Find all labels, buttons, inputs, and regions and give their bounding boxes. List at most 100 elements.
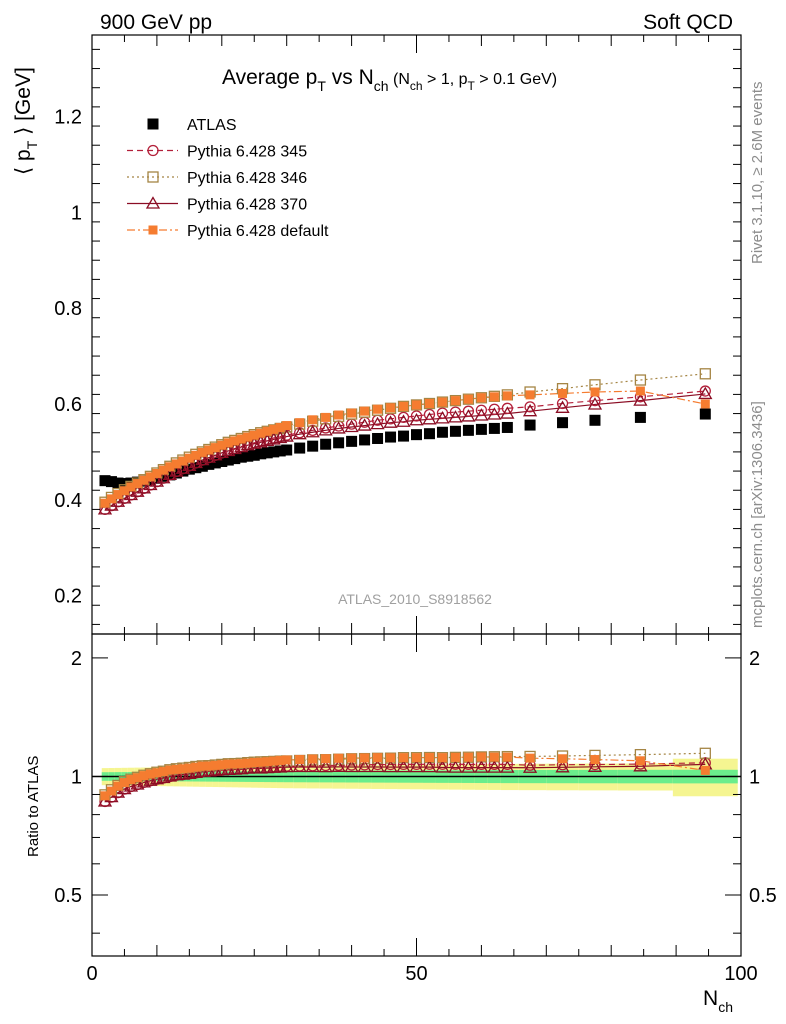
ratio-data-point [262, 757, 272, 767]
mc-data-point [113, 490, 123, 500]
ratio-data-point [386, 753, 396, 763]
mc-data-point [236, 434, 246, 444]
atlas-data-point [99, 475, 111, 487]
plot-title: Average pT vs Nch (Nch > 1, pT > 0.1 GeV… [222, 66, 557, 94]
atlas-data-point [423, 428, 435, 440]
ratio-frame [91, 633, 742, 957]
ratio-data-point [217, 760, 227, 770]
mc-data-point [223, 438, 233, 448]
atlas-data-point [196, 460, 208, 472]
mc-data-point [256, 428, 266, 438]
mc-data-point [100, 498, 110, 508]
mc-data-point [279, 429, 294, 442]
mc-data-point [357, 418, 372, 431]
ratio-data-point [269, 756, 279, 766]
ratio-x-axis: 0 50 100 [86, 634, 758, 985]
atlas-data-point [501, 421, 513, 433]
mc-data-point [370, 416, 385, 430]
mc-data-point [152, 468, 162, 478]
ratio-data-point [399, 753, 409, 763]
mc-data-point [145, 472, 155, 482]
mc-data-point [210, 443, 220, 453]
mc-data-point [487, 407, 502, 420]
mc-data-point [197, 447, 207, 457]
ratio-data-point [397, 752, 410, 764]
mc-data-point [590, 387, 600, 397]
legend-marker [147, 118, 159, 130]
ratio-data-point [502, 752, 512, 762]
mc-data-point [410, 410, 423, 422]
ratio-data-point [305, 759, 320, 773]
atlas-data-point [294, 442, 306, 454]
ratio-data-point [423, 751, 436, 764]
atlas-data-point [359, 434, 371, 446]
mc-data-point [171, 459, 181, 469]
atlas-data-point [183, 463, 195, 475]
mc-data-point [139, 475, 149, 485]
atlas-data-point [105, 476, 117, 488]
legend: ATLAS Pythia 6.428 345 Pythia 6.428 346 Pyt… [127, 117, 329, 240]
ratio-data-point [383, 759, 398, 773]
main-x-ticks [91, 35, 742, 634]
ratio-data-point [223, 759, 233, 769]
ratio-data-point [435, 760, 450, 773]
atlas-data-point [699, 408, 711, 420]
ratio-data-point [100, 791, 110, 801]
mc-data-point [292, 426, 307, 440]
ratio-data-point [461, 760, 476, 773]
ratio-data-point [282, 755, 292, 765]
ratio-y-tick-label-right: 0.5 [749, 885, 777, 907]
mc-data-point [184, 453, 194, 463]
ratio-series-line [104, 762, 706, 802]
ratio-data-point [236, 759, 246, 769]
atlas-data-point [261, 447, 273, 459]
atlas-data-point [255, 448, 267, 460]
ratio-data-point [318, 759, 333, 773]
main-y-tick-label: 0.8 [54, 298, 82, 320]
mc-data-point [397, 411, 410, 424]
mc-data-point [450, 396, 460, 406]
mc-data-point [308, 415, 318, 425]
mc-data-point [249, 430, 259, 440]
mc-data-point [524, 401, 536, 413]
atlas-data-point [589, 414, 601, 426]
atlas-data-point [112, 477, 124, 489]
atlas-data-point [274, 445, 286, 457]
ratio-data-point [525, 753, 535, 763]
ratio-data-point [412, 753, 421, 763]
ratio-data-point [165, 765, 175, 775]
ylabel-close: ⟩ [GeV] [12, 67, 35, 141]
mc-data-point [556, 397, 569, 410]
atlas-data-point [164, 469, 176, 481]
mc-data-point [344, 419, 359, 433]
ratio-data-point [178, 764, 188, 774]
atlas-data-point [118, 478, 130, 490]
legend-label: Pythia 6.428 346 [187, 170, 307, 187]
ratio-data-point [424, 753, 434, 763]
atlas-data-point [488, 422, 500, 434]
ratio-data-point [295, 755, 305, 765]
atlas-data-point [268, 446, 280, 458]
mc-data-point [305, 424, 320, 438]
ratio-data-point [145, 769, 155, 779]
ratio-data-point [357, 759, 372, 773]
x-tick-label: 100 [724, 963, 757, 985]
atlas-data-point [557, 417, 569, 429]
ratio-data-point [487, 760, 502, 773]
main-y-axis: 0.2 0.4 0.6 0.8 1 1.2 [54, 48, 741, 625]
mc-data-point [698, 386, 713, 400]
legend-marker [147, 144, 159, 157]
ratio-data-point [243, 758, 253, 768]
ratio-data-point [474, 760, 489, 773]
main-panel: 0.2 0.4 0.6 0.8 1 1.2 Average pT vs Nch (Nch … [12, 34, 742, 635]
mc-data-point [217, 440, 227, 450]
ratio-data-point [590, 755, 600, 765]
main-y-axis-label: ⟨ pT ⟩ [GeV] [12, 67, 40, 175]
mc-data-point [488, 403, 501, 415]
ratio-data-point [119, 778, 129, 788]
mc-data-point [462, 405, 475, 417]
mc-data-point [500, 406, 515, 419]
ratio-y-tick-label: 1 [71, 766, 82, 788]
mc-data-point [204, 445, 214, 455]
mc-data-point [97, 502, 113, 515]
